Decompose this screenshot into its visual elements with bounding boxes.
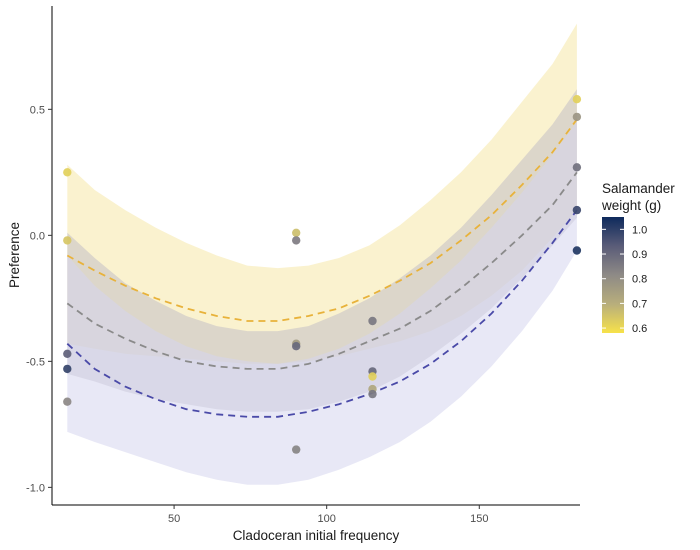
data-point-10 (292, 445, 301, 454)
data-points (63, 95, 582, 454)
data-point-17 (572, 112, 582, 122)
data-point-16 (572, 95, 582, 104)
legend-tick-label: 0.8 (632, 274, 647, 286)
data-point-2 (63, 236, 72, 245)
legend-tick-label: 1.0 (632, 224, 647, 236)
data-point-4 (63, 364, 72, 374)
y-axis-ticks: -1.0 -0.5 0.0 0.5 (26, 104, 52, 494)
y-tick-label: 0.5 (30, 104, 45, 116)
fit-line-1 (66, 118, 578, 322)
fit-line-2 (66, 171, 578, 370)
x-tick-label: 100 (318, 513, 336, 525)
legend-ticks: 0.6 0.7 0.8 0.9 1.0 (602, 224, 647, 335)
confidence-band-3 (67, 121, 577, 485)
fit-lines (66, 118, 578, 418)
y-axis-title: Preference (7, 222, 22, 288)
data-point-6 (292, 228, 301, 237)
x-tick-label: 150 (470, 513, 488, 525)
legend-tick-label: 0.6 (632, 323, 647, 335)
data-point-19 (572, 205, 582, 215)
x-axis-title: Cladoceran initial frequency (233, 528, 400, 543)
legend-colorbar (602, 217, 624, 333)
data-point-5 (63, 397, 72, 406)
axes: 50 100 150 -1.0 -0.5 0.0 0.5 (26, 6, 580, 525)
legend-tick-label: 0.9 (632, 249, 647, 261)
y-tick-label: -1.0 (26, 482, 45, 494)
legend-title-line-2: weight (g) (601, 198, 661, 213)
y-tick-label: 0.0 (30, 230, 45, 242)
data-point-3 (63, 349, 72, 358)
x-axis-ticks: 50 100 150 (168, 505, 488, 525)
y-tick-label: -0.5 (26, 356, 45, 368)
data-point-7 (292, 236, 301, 245)
data-point-9 (292, 342, 301, 351)
data-point-15 (368, 389, 377, 399)
legend-title-line-1: Salamander (602, 181, 675, 196)
data-point-11 (368, 316, 377, 326)
data-point-20 (572, 246, 582, 255)
legend: Salamander weight (g) 0.6 0.7 0.8 0.9 1.0 (601, 181, 675, 335)
fit-line-3 (66, 209, 578, 418)
data-point-13 (368, 372, 377, 381)
confidence-bands (67, 23, 577, 485)
data-point-1 (63, 168, 72, 177)
data-point-18 (572, 163, 582, 172)
x-tick-label: 50 (168, 513, 180, 525)
legend-tick-label: 0.7 (632, 298, 647, 310)
